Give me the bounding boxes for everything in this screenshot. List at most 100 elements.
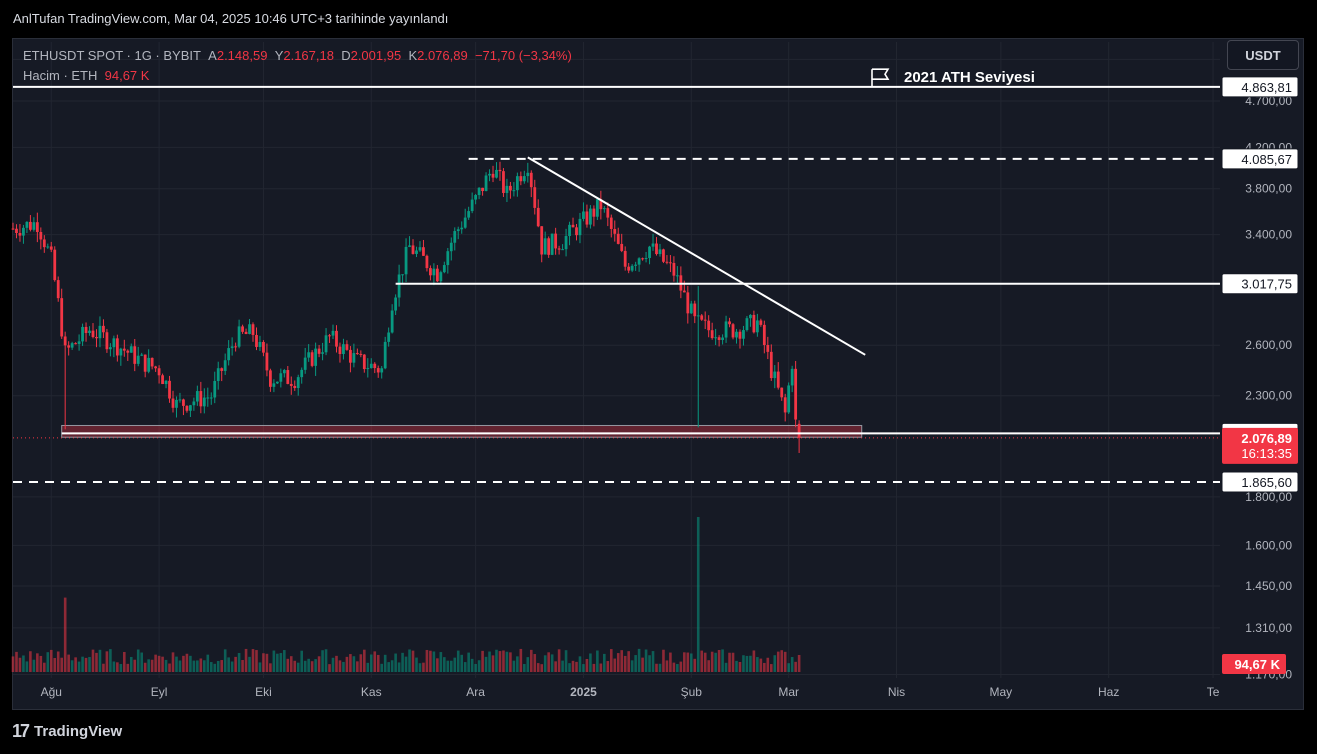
footer: 17 TradingView: [12, 716, 122, 746]
annotation-text[interactable]: 2021 ATH Seviyesi: [904, 69, 1035, 86]
volume-bar: [352, 656, 356, 672]
candle-body: [84, 326, 88, 333]
volume-bar: [529, 649, 533, 672]
candle-body: [129, 346, 133, 353]
candle-body: [328, 335, 331, 337]
candle-body: [324, 335, 328, 353]
candle-body: [589, 208, 592, 225]
candle-body: [630, 265, 634, 271]
candle-body: [362, 354, 366, 370]
volume-bar: [679, 661, 683, 672]
candle-body: [390, 310, 394, 333]
volume-tag: [1222, 654, 1286, 674]
candle-body: [731, 324, 735, 338]
volume-bar: [255, 650, 258, 672]
volume-bar: [376, 654, 380, 672]
candle-body: [147, 357, 151, 372]
volume-bar: [780, 650, 784, 672]
low-label: D: [341, 48, 351, 63]
candle-body: [707, 320, 711, 331]
symbol-label[interactable]: ETHUSDT SPOT · 1G · BYBIT: [23, 48, 201, 63]
candle-body: [488, 173, 491, 176]
volume-bar: [644, 649, 648, 672]
volume-bar: [519, 648, 523, 672]
candle-body: [547, 238, 551, 255]
candle-body: [585, 211, 589, 225]
trend-line[interactable]: [527, 156, 866, 356]
volume-bar: [449, 660, 453, 672]
volume-bar: [234, 656, 237, 672]
volume-bar: [310, 661, 314, 672]
volume-bar: [140, 652, 144, 672]
volume-bar: [293, 660, 297, 672]
x-tick-label: Eki: [255, 685, 272, 699]
candle-body: [797, 423, 801, 438]
volume-bar: [707, 660, 710, 672]
volume-bar: [359, 654, 363, 672]
volume-legend-label[interactable]: Hacim · ETH: [23, 68, 98, 83]
candle-body: [74, 343, 78, 345]
candle-body: [481, 187, 484, 192]
candle-body: [397, 274, 401, 298]
candle-body: [561, 249, 564, 251]
candle-body: [213, 380, 217, 398]
candle-body: [77, 341, 81, 344]
candle-body: [282, 370, 286, 374]
volume-bar: [296, 662, 300, 672]
x-tick-label: Kas: [361, 685, 382, 699]
candle-body: [255, 334, 258, 347]
candle-body: [627, 266, 631, 271]
volume-bar: [338, 660, 342, 672]
flag-icon[interactable]: [871, 68, 890, 88]
candle-body: [686, 292, 690, 314]
volume-bar: [547, 652, 550, 672]
candle-body: [696, 315, 700, 317]
candle-body: [592, 208, 596, 217]
volume-bar: [317, 656, 321, 672]
candle-body: [230, 346, 234, 349]
candle-body: [571, 224, 575, 228]
volume-bar: [387, 662, 390, 672]
volume-bar: [738, 661, 742, 672]
volume-bar: [589, 653, 592, 672]
volume-bar: [404, 656, 408, 672]
volume-bar: [439, 652, 443, 672]
candle-body: [140, 354, 144, 356]
volume-bar: [133, 659, 137, 672]
currency-button[interactable]: USDT: [1227, 40, 1299, 70]
candle-body: [502, 171, 505, 193]
volume-bar: [25, 661, 29, 672]
candle-body: [383, 341, 387, 369]
candle-body: [672, 262, 676, 276]
candle-body: [620, 243, 624, 251]
candle-body: [515, 176, 519, 191]
candle-body: [637, 258, 641, 265]
candle-body: [762, 324, 766, 345]
candle-body: [675, 275, 679, 277]
volume-bar: [56, 651, 60, 672]
support-zone[interactable]: [61, 424, 863, 438]
candle-body: [349, 349, 352, 363]
volume-bar: [769, 664, 773, 672]
volume-bar: [369, 654, 373, 672]
candle-body: [498, 169, 502, 172]
candle-body: [477, 187, 481, 196]
candle-body: [376, 368, 380, 373]
close-label: K: [408, 48, 418, 63]
volume-bar: [314, 659, 317, 672]
candle-body: [272, 383, 276, 387]
candle-body: [467, 211, 471, 218]
volume-bar: [745, 655, 749, 672]
volume-bar: [150, 659, 154, 672]
candle-body: [199, 391, 203, 407]
candle-body: [432, 268, 436, 276]
candle-body: [780, 387, 784, 398]
volume-bar: [474, 663, 477, 672]
candle-body: [373, 363, 377, 369]
candle-body: [265, 352, 269, 371]
volume-legend-value: 94,67 K: [104, 68, 150, 83]
candle-body: [557, 248, 561, 250]
volume-bar: [491, 655, 495, 672]
volume-bar: [88, 656, 91, 672]
